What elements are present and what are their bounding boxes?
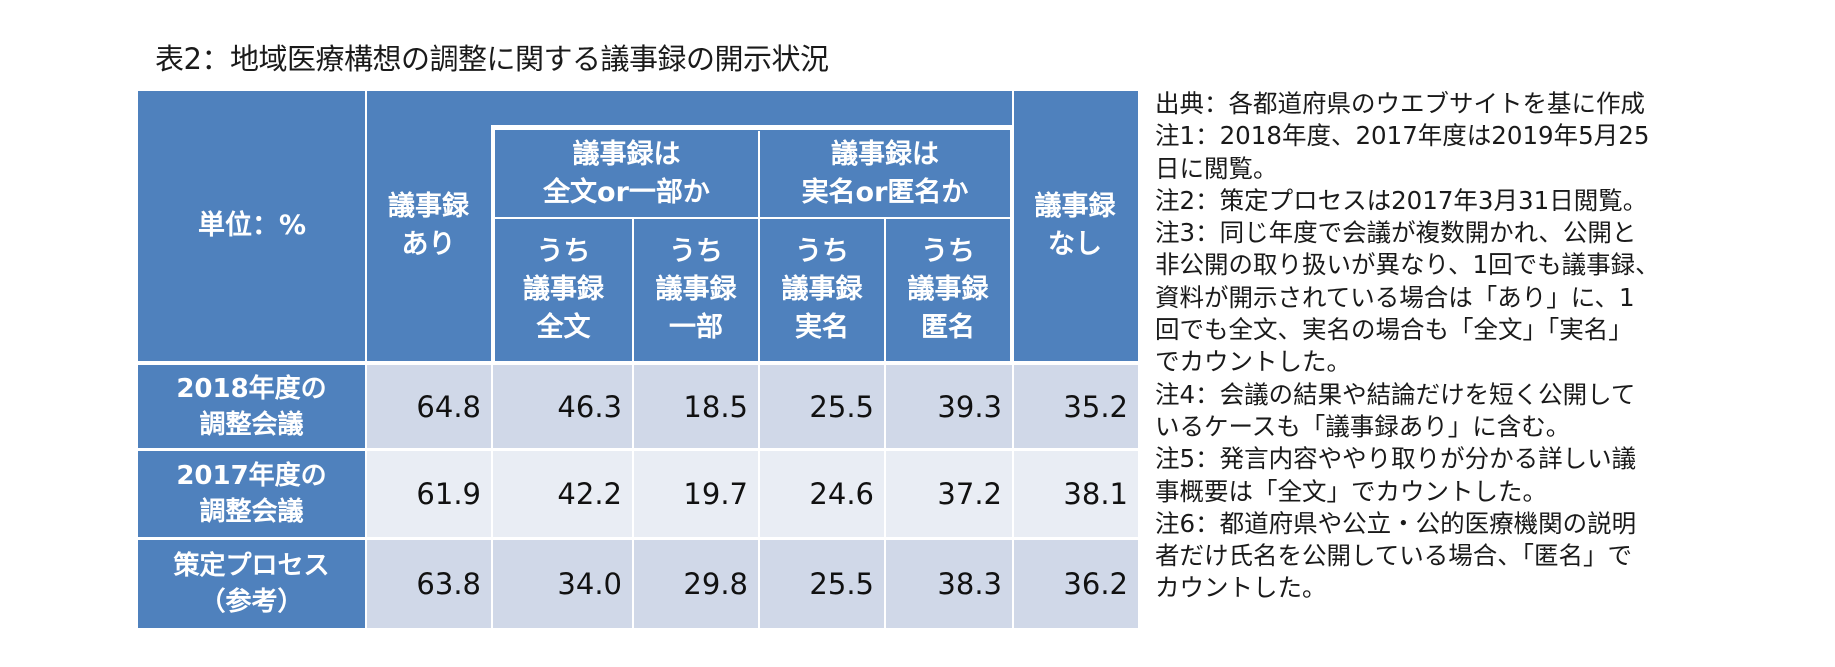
cell-2017-partial: 19.7: [634, 451, 758, 537]
note-line: いるケースも「議事録あり」に含む。: [1155, 411, 1571, 441]
row-label-2017: 2017年度の 調整会議: [138, 451, 365, 537]
cell-process-minutes-no: 36.2: [1014, 540, 1138, 628]
divider: [1012, 91, 1014, 628]
cell-2017-minutes-yes: 61.9: [367, 451, 491, 537]
notes-block: 出典：各都道府県のウエブサイトを基に作成 注1：2018年度、2017年度は20…: [1155, 88, 1755, 605]
cell-2018-minutes-yes: 64.8: [367, 365, 491, 448]
cell-2017-anon: 37.2: [886, 451, 1012, 537]
note-line: 日に閲覧。: [1155, 153, 1278, 183]
divider: [495, 217, 1010, 219]
cell-process-anon: 38.3: [886, 540, 1012, 628]
note-line: 注6：都道府県や公立・公的医療機関の説明: [1155, 508, 1637, 538]
header-bottom-border: [138, 361, 1138, 365]
header-sub-anon: うち 議事録 匿名: [886, 219, 1010, 361]
row-label-2018: 2018年度の 調整会議: [138, 365, 365, 448]
header-sub-full: うち 議事録 全文: [495, 219, 632, 361]
table-title: 表2：地域医療構想の調整に関する議事録の開示状況: [155, 42, 829, 76]
header-unit-cell: 単位：%: [138, 91, 366, 361]
note-line: 非公開の取り扱いが異なり、1回でも議事録、: [1155, 250, 1660, 280]
note-line: 者だけ氏名を公開している場合、「匿名」で: [1155, 541, 1633, 571]
note-line: 注2：策定プロセスは2017年3月31日閲覧。: [1155, 185, 1648, 215]
divider: [884, 219, 886, 628]
divider: [758, 131, 760, 628]
cell-2018-full: 46.3: [493, 365, 632, 448]
divider: [632, 219, 634, 628]
note-source: 出典：各都道府県のウエブサイトを基に作成: [1155, 89, 1645, 118]
inner-box-top-border: [491, 125, 1013, 130]
cell-process-real: 25.5: [760, 540, 884, 628]
row-label-planning-process: 策定プロセス （参考）: [138, 540, 365, 628]
cell-process-full: 34.0: [493, 540, 632, 628]
cell-2018-partial: 18.5: [634, 365, 758, 448]
header-sub-real: うち 議事録 実名: [760, 219, 884, 361]
minutes-disclosure-table: 単位：% 議事録 あり 議事録 なし 議事録は 全文or一部か 議事録は 実名o…: [138, 91, 1138, 628]
header-group-real-anon: 議事録は 実名or匿名か: [760, 131, 1010, 217]
header-sub-partial: うち 議事録 一部: [634, 219, 758, 361]
inner-box-left-border: [491, 125, 495, 361]
cell-2017-full: 42.2: [493, 451, 632, 537]
note-line: でカウントした。: [1155, 347, 1351, 377]
cell-2018-minutes-no: 35.2: [1014, 365, 1138, 448]
note-line: 注1：2018年度、2017年度は2019年5月25: [1155, 121, 1650, 151]
header-group-full-partial: 議事録は 全文or一部か: [495, 131, 758, 217]
cell-2017-minutes-no: 38.1: [1014, 451, 1138, 537]
cell-2017-real: 24.6: [760, 451, 884, 537]
cell-process-minutes-yes: 63.8: [367, 540, 491, 628]
note-line: 注4：会議の結果や結論だけを短く公開して: [1155, 379, 1636, 409]
note-line: 資料が開示されている場合は「あり」に、1: [1155, 282, 1635, 312]
note-line: 注3：同じ年度で会議が複数開かれ、公開と: [1155, 218, 1637, 248]
header-minutes-yes: 議事録 あり: [366, 91, 491, 361]
note-line: 事概要は「全文」でカウントした。: [1155, 476, 1547, 506]
header-minutes-no: 議事録 なし: [1012, 91, 1138, 361]
cell-process-partial: 29.8: [634, 540, 758, 628]
note-line: カウントした。: [1155, 573, 1327, 603]
cell-2018-real: 25.5: [760, 365, 884, 448]
unit-label: 単位：%: [197, 210, 307, 241]
note-line: 注5：発言内容ややり取りが分かる詳しい議: [1155, 444, 1637, 474]
note-line: 回でも全文、実名の場合も「全文」「実名」: [1155, 315, 1633, 345]
cell-2018-anon: 39.3: [886, 365, 1012, 448]
divider: [365, 91, 367, 628]
